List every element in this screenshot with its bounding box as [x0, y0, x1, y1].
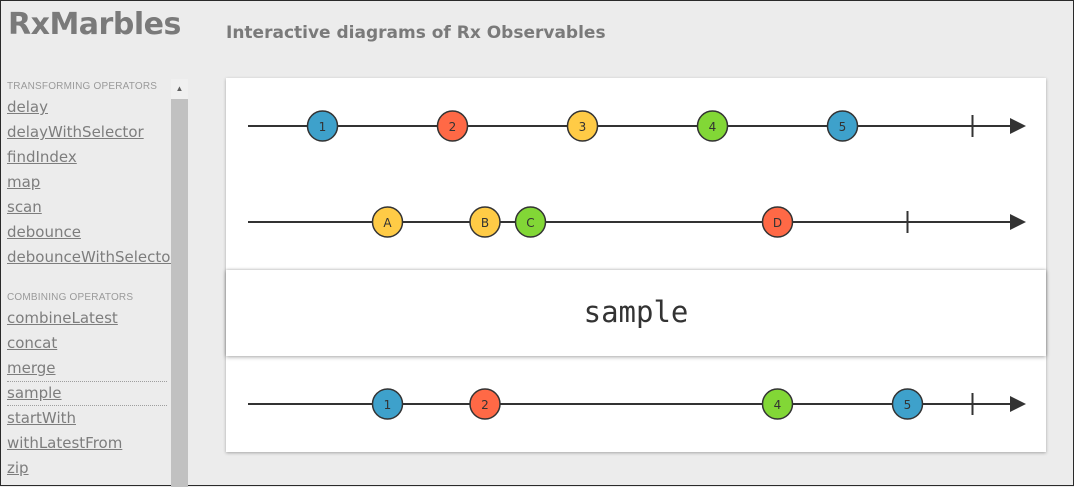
- marble-label: 5: [904, 398, 912, 412]
- nav-link-merge[interactable]: merge: [7, 359, 56, 377]
- marble-label: B: [481, 216, 489, 230]
- marble-circle: [761, 388, 794, 420]
- marble[interactable]: 4: [696, 110, 729, 142]
- marble[interactable]: C: [514, 206, 547, 238]
- marble: 2: [469, 388, 501, 420]
- marble-circle: [891, 388, 924, 420]
- timeline-arrow-icon: [1010, 118, 1026, 134]
- marble: 4: [761, 388, 794, 420]
- scroll-thumb[interactable]: [171, 99, 188, 487]
- marble[interactable]: B: [469, 206, 501, 238]
- section-spacer: [7, 270, 171, 290]
- nav-link-delay[interactable]: delay: [7, 98, 48, 116]
- marble-label: 3: [579, 120, 587, 134]
- marble-circle: [469, 206, 501, 238]
- marble-label: C: [526, 216, 534, 230]
- nav-link-debouncewithselector[interactable]: debounceWithSelector: [7, 248, 171, 266]
- marble-circle: [566, 110, 599, 142]
- nav-link-withlatestfrom[interactable]: withLatestFrom: [7, 434, 123, 452]
- marble-circle: [469, 388, 501, 420]
- marble-label: 4: [709, 120, 717, 134]
- scroll-up-arrow-icon[interactable]: ▲: [171, 79, 188, 98]
- timeline-arrow-icon: [1010, 396, 1026, 412]
- marble-diagram: 1 2 3 4 5 A B C D 1 2 4 5 sample: [226, 78, 1046, 452]
- marble-label: 2: [449, 120, 457, 134]
- marble-circle: [306, 110, 339, 142]
- nav-link-debounce[interactable]: debounce: [7, 223, 81, 241]
- nav-link-startwith[interactable]: startWith: [7, 409, 76, 427]
- marble-label: 1: [319, 120, 327, 134]
- marble[interactable]: D: [761, 206, 794, 238]
- nav-link-scan[interactable]: scan: [7, 198, 42, 216]
- marble[interactable]: A: [371, 206, 404, 238]
- marble-circle: [696, 110, 729, 142]
- marble: 5: [891, 388, 924, 420]
- nav-link-zip[interactable]: zip: [7, 459, 29, 477]
- marble[interactable]: 2: [436, 110, 469, 142]
- operator-box: sample: [226, 270, 1046, 356]
- sidebar-scrollbar[interactable]: ▲: [171, 79, 188, 487]
- marble-circle: [436, 110, 469, 142]
- marble[interactable]: 5: [826, 110, 859, 142]
- input-stream-1: 1 2 3 4 5: [248, 110, 1026, 142]
- nav-link-concat[interactable]: concat: [7, 334, 58, 352]
- marble-circle: [514, 206, 547, 238]
- marble-label: D: [773, 216, 782, 230]
- marble-label: 4: [774, 398, 782, 412]
- nav-link-findindex[interactable]: findIndex: [7, 148, 77, 166]
- marble-label: 1: [384, 398, 392, 412]
- nav-link-map[interactable]: map: [7, 173, 41, 191]
- sidebar: TRANSFORMING OPERATORS delay delayWithSe…: [7, 79, 171, 487]
- output-stream: 1 2 4 5: [248, 388, 1026, 420]
- app-title: RxMarbles: [8, 7, 181, 42]
- marble-diagram-svg: 1 2 3 4 5 A B C D 1 2 4 5: [248, 110, 1026, 420]
- timeline-arrow-icon: [1010, 214, 1026, 230]
- marble-label: 2: [481, 398, 489, 412]
- input-stream-2: A B C D: [248, 206, 1026, 238]
- marble: 1: [371, 388, 404, 420]
- marble-circle: [371, 206, 404, 238]
- app-subtitle: Interactive diagrams of Rx Observables: [226, 23, 606, 43]
- marble[interactable]: 3: [566, 110, 599, 142]
- section-heading-transforming: TRANSFORMING OPERATORS: [7, 81, 158, 92]
- section-heading-combining: COMBINING OPERATORS: [7, 292, 134, 303]
- nav-link-delaywithselector[interactable]: delayWithSelector: [7, 123, 144, 141]
- marble-circle: [761, 206, 794, 238]
- marble-circle: [826, 110, 859, 142]
- marble-circle: [371, 388, 404, 420]
- nav-link-sample[interactable]: sample: [7, 381, 167, 406]
- marble-label: 5: [839, 120, 847, 134]
- marble[interactable]: 1: [306, 110, 339, 142]
- marble-label: A: [383, 216, 392, 230]
- nav-link-combinelatest[interactable]: combineLatest: [7, 309, 118, 327]
